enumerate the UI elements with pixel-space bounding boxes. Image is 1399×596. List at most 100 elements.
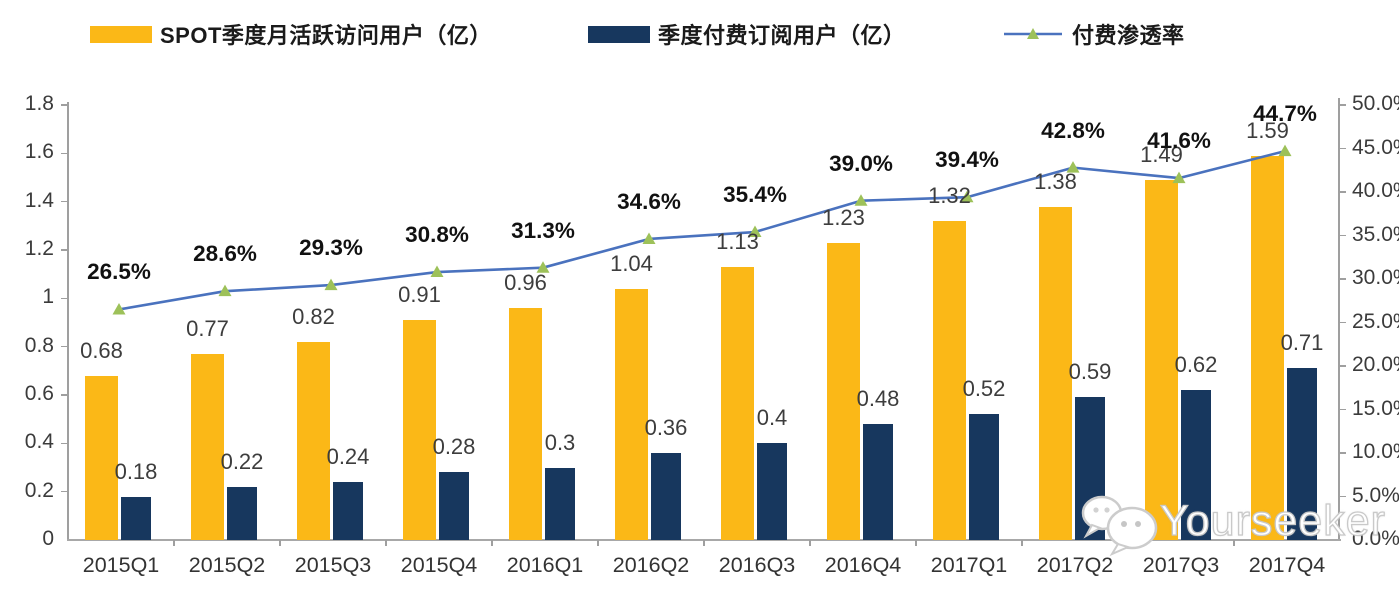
x-axis-category-label: 2015Q4: [400, 553, 478, 577]
legend-label-penetration: 付费渗透率: [1072, 23, 1185, 48]
bar-mau-2016Q2: [615, 288, 648, 540]
x-axis-tick: [1021, 540, 1023, 546]
bottom-axis-line: [67, 539, 1341, 541]
bar-mau-2015Q3: [297, 341, 330, 540]
x-axis-category-label: 2016Q3: [718, 553, 796, 577]
penetration-pct-label: 26.5%: [87, 259, 151, 285]
bar-subscribers-2016Q4: [863, 424, 893, 540]
right-axis-tick-label: 15.0%: [1352, 396, 1399, 420]
left-axis-tick: [61, 104, 68, 106]
bar-value-label-subscribers: 0.59: [1068, 359, 1112, 385]
right-axis-tick-label: 35.0%: [1352, 222, 1399, 246]
penetration-pct-label: 29.3%: [299, 235, 363, 261]
bar-subscribers-2016Q1: [545, 467, 575, 540]
x-axis-category-label: 2017Q4: [1248, 553, 1326, 577]
bar-mau-2015Q2: [191, 353, 224, 540]
x-axis-category-label: 2017Q3: [1142, 553, 1220, 577]
bar-subscribers-2015Q3: [333, 482, 363, 540]
right-axis-tick: [1338, 191, 1346, 193]
penetration-pct-label: 30.8%: [405, 222, 469, 248]
penetration-pct-label: 42.8%: [1041, 117, 1105, 143]
x-axis-category-label: 2017Q1: [930, 553, 1008, 577]
right-axis-tick: [1338, 147, 1346, 150]
bar-subscribers-2016Q3: [757, 443, 787, 540]
bar-value-label-subscribers: 0.28: [432, 434, 476, 460]
legend-swatch-subscribers: [588, 25, 650, 43]
right-axis-tick: [1338, 104, 1346, 106]
bar-value-label-mau: 1.59: [1246, 117, 1289, 143]
left-axis-tick-label: 1.8: [24, 92, 54, 115]
watermark: Yourseeker: [1078, 486, 1386, 556]
bar-subscribers-2017Q3: [1181, 390, 1211, 540]
left-axis-tick: [61, 394, 68, 396]
left-axis-tick: [61, 297, 68, 300]
legend-line-marker-icon: [1004, 28, 1062, 39]
left-axis-tick: [61, 345, 68, 348]
left-axis-tick-label: 0: [42, 527, 54, 550]
bar-value-label-mau: 1.23: [822, 204, 865, 230]
x-axis-tick: [279, 540, 281, 546]
bar-mau-2015Q1: [85, 375, 118, 540]
left-axis-tick: [61, 152, 68, 155]
legend-swatch-mau: [90, 25, 152, 43]
bar-value-label-subscribers: 0.22: [220, 448, 264, 474]
right-axis-tick-label: 10.0%: [1352, 440, 1399, 463]
right-axis-tick: [1338, 278, 1346, 280]
right-axis-tick-label: 40.0%: [1352, 179, 1399, 202]
bar-subscribers-2017Q4: [1287, 368, 1317, 540]
right-axis-tick-label: 30.0%: [1352, 266, 1399, 289]
legend-item-mau: SPOT季度月活跃访问用户（亿）: [90, 18, 492, 50]
legend-item-subscribers: 季度付费订阅用户（亿）: [588, 18, 906, 50]
x-axis-tick: [809, 540, 811, 546]
bar-subscribers-2015Q4: [439, 472, 469, 540]
left-axis-tick-label: 0.4: [24, 430, 54, 454]
x-axis-category-label: 2016Q4: [824, 553, 902, 577]
x-axis-tick: [1233, 540, 1235, 546]
left-axis-tick-label: 0.6: [24, 382, 54, 405]
left-axis-tick: [61, 200, 68, 203]
right-axis-tick-label: 0.0%: [1352, 527, 1399, 550]
bar-value-label-subscribers: 0.3: [544, 429, 576, 455]
penetration-pct-label: 39.0%: [829, 150, 893, 176]
x-axis-tick: [703, 540, 705, 546]
right-axis-tick-label: 25.0%: [1352, 309, 1399, 333]
x-axis-tick: [597, 540, 599, 546]
bar-mau-2016Q1: [509, 308, 542, 540]
penetration-pct-label: 39.4%: [935, 147, 999, 173]
left-axis-tick-label: 1: [42, 285, 54, 309]
legend-item-penetration: 付费渗透率: [1004, 18, 1185, 50]
right-axis-tick-label: 50.0%: [1352, 92, 1399, 115]
wechat-chat-bubbles-icon: [1081, 495, 1158, 556]
legend-label-subscribers: 季度付费订阅用户（亿）: [658, 23, 906, 48]
right-axis-line: [1338, 98, 1340, 540]
bar-value-label-subscribers: 0.18: [114, 458, 158, 484]
left-axis-tick: [61, 490, 68, 493]
legend-label-mau: SPOT季度月活跃访问用户（亿）: [160, 23, 492, 48]
x-axis-category-label: 2015Q2: [188, 553, 266, 577]
left-axis-tick: [61, 249, 68, 251]
bar-subscribers-2017Q1: [969, 414, 999, 540]
bar-value-label-subscribers: 0.62: [1174, 352, 1218, 378]
x-axis-tick: [385, 540, 387, 546]
bar-value-label-subscribers: 0.4: [756, 405, 788, 431]
bar-value-label-mau: 0.91: [398, 282, 441, 308]
bar-value-label-subscribers: 0.24: [326, 444, 370, 469]
bar-subscribers-2015Q1: [121, 496, 151, 540]
bar-value-label-mau: 0.96: [504, 270, 547, 295]
x-axis-category-label: 2016Q1: [506, 553, 584, 577]
right-axis-tick: [1338, 321, 1346, 324]
bar-value-label-subscribers: 0.52: [962, 376, 1006, 402]
watermark-text: Yourseeker: [1159, 496, 1386, 545]
x-axis-tick: [915, 540, 917, 546]
bar-value-label-mau: 1.13: [716, 228, 759, 254]
left-axis-tick-label: 0.8: [24, 333, 54, 357]
penetration-pct-label: 31.3%: [511, 217, 575, 243]
x-axis-category-label: 2015Q1: [82, 553, 160, 577]
bar-mau-2015Q4: [403, 320, 436, 540]
bar-value-label-mau: 0.68: [80, 337, 123, 363]
left-axis-tick-label: 1.2: [24, 237, 54, 260]
left-axis-tick-label: 1.6: [24, 140, 54, 164]
bar-value-label-mau: 0.82: [292, 303, 335, 329]
x-axis-tick: [491, 540, 493, 546]
right-axis-tick: [1338, 365, 1346, 367]
